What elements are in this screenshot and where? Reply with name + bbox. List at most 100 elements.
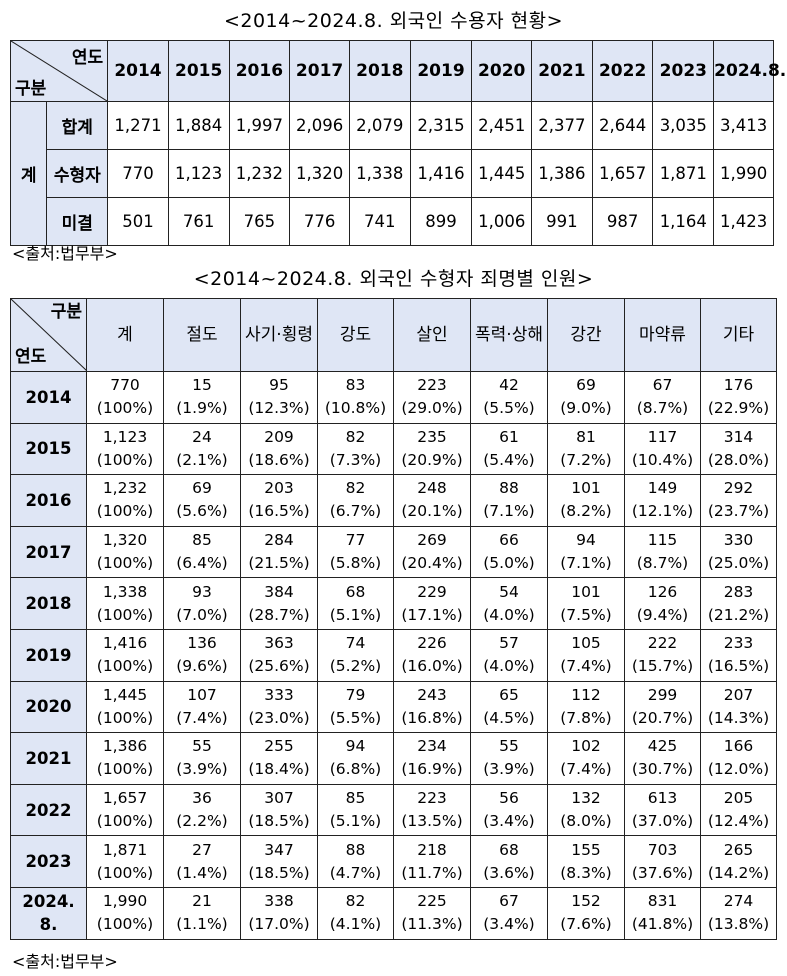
year-label-line: 2021 — [25, 748, 72, 768]
table2-source: <출처:법무부> — [12, 952, 118, 971]
table-cell: 248 (20.1%) — [393, 474, 471, 527]
year-label-line: 2018 — [25, 594, 72, 614]
count-value: 21 — [192, 892, 212, 911]
year-label-line: 2016 — [25, 490, 72, 510]
offense-header: 계 — [86, 298, 164, 372]
percent-value: (100%) — [96, 657, 154, 676]
year-header: 2024.8. — [713, 40, 786, 102]
count-value: 54 — [499, 582, 519, 601]
count-value: 1,386 — [102, 737, 148, 756]
table-cell: 152 (7.6%) — [547, 886, 625, 940]
percent-value: (9.0%) — [560, 399, 612, 418]
table-row: 2019 1,416 (100%) 136 (9.6%) 363 (25.6%) 74 (5.2… — [10, 628, 777, 682]
offense-header: 마약류 — [624, 298, 701, 372]
count-value: 255 — [264, 737, 294, 756]
table-row: 2020 1,445 (100%) 107 (7.4%) 333 (23.0%) 79 (5.5… — [10, 680, 777, 734]
table-cell: 66 (5.0%) — [470, 525, 548, 579]
percent-value: (3.9%) — [176, 760, 228, 779]
percent-value: (100%) — [96, 915, 154, 934]
percent-value: (8.2%) — [560, 502, 612, 521]
table-cell: 67 (8.7%) — [624, 371, 701, 424]
percent-value: (11.3%) — [401, 915, 463, 934]
count-value: 57 — [499, 634, 519, 653]
table-cell: 234 (16.9%) — [393, 732, 471, 785]
percent-value: (4.1%) — [329, 915, 382, 934]
year-header: 2021 — [531, 40, 593, 102]
table-cell: 81 (7.2%) — [547, 422, 625, 476]
year-label: 2020 — [10, 680, 87, 734]
table-cell: 94 (6.8%) — [317, 732, 394, 785]
count-value: 283 — [723, 582, 754, 601]
percent-value: (1.4%) — [176, 863, 228, 882]
diagonal-divider — [11, 41, 107, 101]
table-cell: 333 (23.0%) — [240, 680, 318, 734]
offense-header: 강간 — [547, 298, 625, 372]
row-label: 합계 — [46, 101, 109, 150]
table-cell: 1,386 — [531, 149, 593, 198]
table-cell: 314 (28.0%) — [700, 422, 777, 476]
table-cell: 338 (17.0%) — [240, 886, 318, 940]
percent-value: (20.7%) — [631, 708, 694, 727]
count-value: 68 — [345, 582, 366, 601]
count-value: 1,338 — [102, 582, 148, 601]
year-header: 2015 — [167, 40, 230, 102]
table-cell: 501 — [107, 197, 169, 246]
count-value: 703 — [647, 840, 678, 859]
year-label: 2018 — [10, 577, 87, 630]
table-cell: 1,338 (100%) — [86, 577, 164, 630]
table-cell: 1,006 — [471, 197, 533, 246]
table-cell: 265 (14.2%) — [700, 835, 777, 888]
percent-value: (5.2%) — [329, 657, 382, 676]
year-label: 2019 — [10, 628, 87, 682]
percent-value: (5.5%) — [329, 708, 382, 727]
table-cell: 1,320 (100%) — [86, 525, 164, 579]
table-cell: 69 (9.0%) — [547, 371, 625, 424]
percent-value: (8.3%) — [560, 863, 612, 882]
count-value: 269 — [417, 531, 447, 550]
percent-value: (9.4%) — [636, 605, 689, 624]
percent-value: (17.1%) — [401, 605, 463, 624]
year-label: 2014 — [10, 371, 87, 424]
count-value: 68 — [499, 840, 519, 859]
table-cell: 299 (20.7%) — [624, 680, 701, 734]
table-row: 수형자 770 1,123 1,232 1,320 1,338 1,416 1,445 1,38… — [11, 149, 774, 198]
count-value: 65 — [499, 685, 519, 704]
count-value: 56 — [499, 789, 519, 808]
count-value: 105 — [571, 634, 601, 653]
year-header: 2020 — [471, 40, 533, 102]
count-value: 94 — [345, 737, 366, 756]
corner-label-bottom: 구분 — [15, 79, 47, 99]
table-cell: 384 (28.7%) — [240, 577, 318, 630]
table-cell: 363 (25.6%) — [240, 628, 318, 682]
table-cell: 1,657 — [591, 149, 654, 198]
percent-value: (100%) — [96, 863, 154, 882]
table-cell: 274 (13.8%) — [700, 886, 777, 940]
table-cell: 347 (18.5%) — [240, 835, 318, 888]
offense-header: 사기·횡령 — [240, 298, 318, 372]
count-value: 363 — [264, 634, 294, 653]
count-value: 149 — [647, 479, 678, 498]
count-value: 205 — [723, 789, 754, 808]
count-value: 117 — [647, 427, 678, 446]
year-label: 2016 — [10, 474, 87, 527]
table-cell: 68 (3.6%) — [470, 835, 548, 888]
percent-value: (4.7%) — [329, 863, 382, 882]
year-header: 2019 — [409, 40, 473, 102]
table-cell: 223 (13.5%) — [393, 783, 471, 837]
count-value: 347 — [264, 840, 294, 859]
table-cell: 65 (4.5%) — [470, 680, 548, 734]
table-cell: 126 (9.4%) — [624, 577, 701, 630]
count-value: 82 — [345, 892, 366, 911]
table-cell: 1,320 — [289, 149, 350, 198]
percent-value: (13.5%) — [401, 812, 463, 831]
table-row: 2024. 8. 1,990 (100%) 21 (1.1%) 338 (17.0%) 82 (4… — [10, 886, 777, 940]
table-row: 2017 1,320 (100%) 85 (6.4%) 284 (21.5%) 77 (5.8%… — [10, 525, 777, 579]
table-cell: 136 (9.6%) — [163, 628, 241, 682]
table-cell: 56 (3.4%) — [470, 783, 548, 837]
percent-value: (100%) — [96, 399, 154, 418]
year-header: 2016 — [228, 40, 291, 102]
table-cell: 269 (20.4%) — [393, 525, 471, 579]
table-cell: 85 (6.4%) — [163, 525, 241, 579]
percent-value: (7.8%) — [560, 708, 612, 727]
table-cell: 1,884 — [167, 101, 230, 150]
